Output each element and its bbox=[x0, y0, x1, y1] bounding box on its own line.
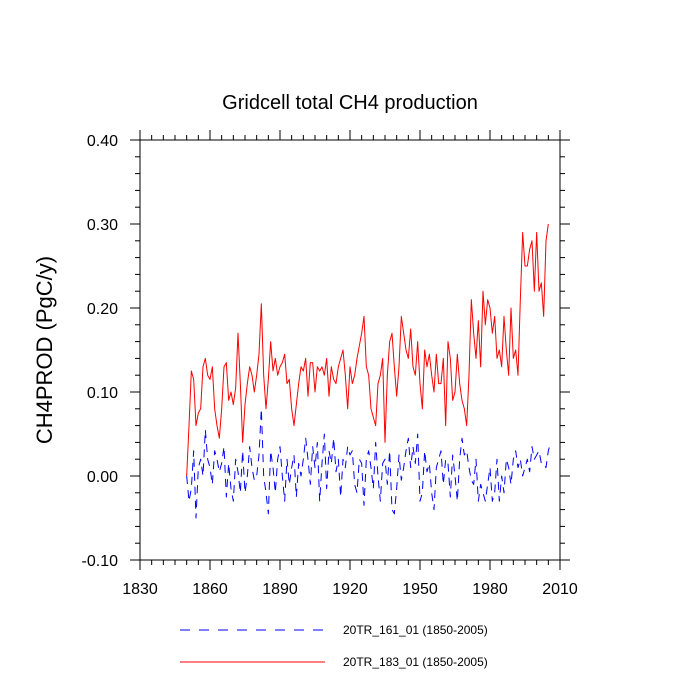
legend: 20TR_161_01 (1850-2005) 20TR_183_01 (1850… bbox=[180, 623, 488, 669]
series-line-2 bbox=[186, 223, 549, 477]
x-tick-label: 1980 bbox=[472, 581, 508, 598]
x-tick-label: 1860 bbox=[192, 581, 228, 598]
plot-area: 1830 1860 1890 1920 1950 1980 2010 -0.10 0.00 0.1… bbox=[82, 130, 578, 598]
chart-title: Gridcell total CH4 production bbox=[222, 92, 478, 114]
legend-label-2: 20TR_183_01 (1850-2005) bbox=[343, 655, 488, 669]
legend-label-1: 20TR_161_01 (1850-2005) bbox=[343, 623, 488, 637]
series-line-1 bbox=[186, 408, 552, 519]
x-tick-label: 1950 bbox=[402, 581, 438, 598]
y-tick-label: 0.10 bbox=[87, 385, 118, 402]
y-axis-label: CH4PROD (PgC/y) bbox=[32, 256, 57, 444]
x-tick-label: 1890 bbox=[262, 581, 298, 598]
x-tick-label: 1920 bbox=[332, 581, 368, 598]
y-tick-label: -0.10 bbox=[82, 553, 119, 570]
x-tick-label: 1830 bbox=[122, 581, 158, 598]
y-tick-label: 0.20 bbox=[87, 301, 118, 318]
y-tick-label: 0.30 bbox=[87, 217, 118, 234]
y-tick-label: 0.40 bbox=[87, 133, 118, 150]
y-tick-label: 0.00 bbox=[87, 469, 118, 486]
x-tick-label: 2010 bbox=[542, 581, 578, 598]
